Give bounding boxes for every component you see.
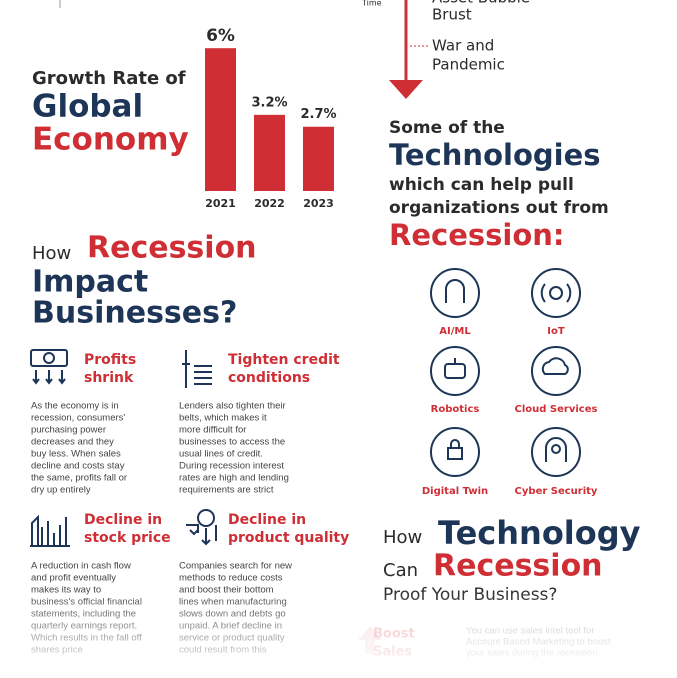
item-text: belts, which makes it: [179, 413, 267, 424]
text: organizations out from: [389, 198, 609, 218]
item-title: Decline in: [84, 512, 162, 528]
item-text: dry up entirely: [31, 485, 91, 496]
item-text: rates are high and lending: [179, 473, 289, 484]
text: War and: [432, 37, 494, 55]
text: Economy: [32, 122, 189, 158]
item-text: recession, consumers': [31, 413, 125, 424]
tech-label: Robotics: [431, 404, 480, 415]
x-tick-label: 2023: [303, 197, 334, 210]
x-tick-label: 2021: [205, 197, 236, 210]
item-title: shrink: [84, 370, 134, 386]
value-label: 6%: [206, 26, 235, 46]
tech-label: Cyber Security: [515, 486, 598, 497]
text: How: [383, 527, 422, 548]
item-text: Lenders also tighten their: [179, 401, 286, 412]
text: Growth Rate of: [32, 68, 186, 89]
tech-label: AI/ML: [439, 326, 471, 337]
text: Can: [383, 560, 418, 581]
text: How: [32, 243, 71, 264]
bar: [254, 114, 285, 191]
text: Brust: [432, 6, 472, 24]
item-text: decline and costs stay: [31, 461, 125, 472]
arrow-head: [389, 80, 423, 99]
item-text: buy less. When sales: [31, 449, 121, 460]
text: Some of the: [389, 118, 505, 138]
bar: [303, 126, 334, 191]
tech-label: Cloud Services: [515, 404, 598, 415]
tech-label: IoT: [547, 326, 565, 337]
item-title: Profits: [84, 352, 136, 368]
item-title: product quality: [228, 530, 349, 546]
text: Global: [32, 89, 143, 125]
bar: [205, 48, 236, 192]
fade-overlay: [0, 590, 677, 678]
text: Technologies: [389, 138, 601, 172]
icon: [30, 349, 217, 547]
text: Impact: [32, 265, 148, 300]
text: Technology: [438, 514, 641, 552]
item-title: conditions: [228, 370, 310, 386]
text: which can help pull: [389, 175, 574, 195]
item-text: the same, profits fall or: [31, 473, 127, 484]
value-label: 3.2%: [251, 95, 287, 110]
item-text: methods to reduce costs: [179, 573, 283, 584]
tech-label: Digital Twin: [422, 486, 488, 497]
item-text: usual lines of credit.: [179, 449, 263, 460]
x-tick-label: 2022: [254, 197, 285, 210]
item-text: Companies search for new: [179, 561, 292, 572]
value-label: 2.7%: [300, 107, 336, 122]
text: Businesses?: [32, 296, 237, 331]
text: Time: [361, 0, 382, 8]
item-text: purchasing power: [31, 425, 106, 436]
item-text: During recession interest: [179, 461, 284, 472]
text: Asset Bubble: [432, 0, 530, 7]
text: Recession: [433, 549, 603, 584]
text: Recession:: [389, 218, 565, 252]
item-text: As the economy is in: [31, 401, 119, 412]
item-text: and profit eventually: [31, 573, 116, 584]
item-text: A reduction in cash flow: [31, 561, 131, 572]
item-text: more difficult for: [179, 425, 246, 436]
item-text: businesses to access the: [179, 437, 285, 448]
item-title: Tighten credit: [228, 352, 340, 368]
item-title: stock price: [84, 530, 171, 546]
text: Recession: [87, 231, 257, 266]
tech-icons: [430, 268, 581, 477]
item-text: requirements are strict: [179, 485, 274, 496]
text: Pandemic: [432, 56, 505, 74]
item-text: decreases and they: [31, 437, 114, 448]
item-title: Decline in: [228, 512, 306, 528]
